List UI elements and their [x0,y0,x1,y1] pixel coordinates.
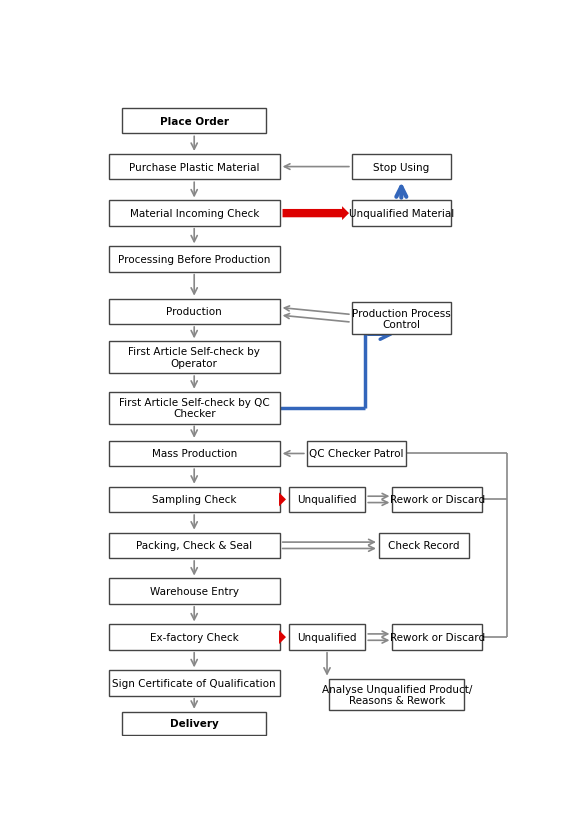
FancyBboxPatch shape [122,712,266,734]
FancyBboxPatch shape [289,487,365,513]
FancyBboxPatch shape [352,303,451,335]
Text: Production: Production [166,307,222,317]
FancyBboxPatch shape [109,342,279,374]
Text: Production Process
Control: Production Process Control [352,308,451,330]
FancyBboxPatch shape [352,201,451,227]
Text: Delivery: Delivery [170,719,218,729]
FancyBboxPatch shape [109,441,279,466]
FancyBboxPatch shape [109,579,279,605]
FancyBboxPatch shape [109,392,279,424]
FancyBboxPatch shape [109,201,279,227]
Text: Processing Before Production: Processing Before Production [118,255,270,265]
Text: Packing, Check & Seal: Packing, Check & Seal [136,541,252,551]
FancyBboxPatch shape [109,247,279,272]
Text: Ex-factory Check: Ex-factory Check [150,633,239,643]
Text: Sampling Check: Sampling Check [152,495,236,504]
Text: First Article Self-check by QC
Checker: First Article Self-check by QC Checker [119,397,270,418]
FancyBboxPatch shape [109,624,279,650]
FancyBboxPatch shape [289,624,365,650]
Text: Warehouse Entry: Warehouse Entry [150,586,239,596]
Text: Material Incoming Check: Material Incoming Check [130,209,259,219]
FancyBboxPatch shape [109,155,279,180]
Text: Unqualified Material: Unqualified Material [349,209,454,219]
Text: Mass Production: Mass Production [152,449,237,459]
Text: Rework or Discard: Rework or Discard [390,495,485,504]
Text: Unqualified: Unqualified [297,633,357,643]
Text: Stop Using: Stop Using [373,162,429,172]
Text: Sign Certificate of Qualification: Sign Certificate of Qualification [112,678,276,688]
Text: Place Order: Place Order [160,117,229,127]
Text: QC Checker Patrol: QC Checker Patrol [309,449,404,459]
Text: Purchase Plastic Material: Purchase Plastic Material [129,162,260,172]
Text: Unqualified: Unqualified [297,495,357,504]
FancyBboxPatch shape [109,487,279,513]
Text: First Article Self-check by
Operator: First Article Self-check by Operator [128,347,260,369]
Text: Rework or Discard: Rework or Discard [390,633,485,643]
FancyBboxPatch shape [109,299,279,325]
FancyBboxPatch shape [392,624,482,650]
FancyBboxPatch shape [392,487,482,513]
Text: Analyse Unqualified Product/
Reasons & Rework: Analyse Unqualified Product/ Reasons & R… [322,684,472,705]
FancyBboxPatch shape [109,533,279,558]
FancyBboxPatch shape [329,679,464,710]
Text: Check Record: Check Record [388,541,460,551]
FancyBboxPatch shape [122,109,266,134]
FancyBboxPatch shape [109,671,279,696]
FancyBboxPatch shape [379,533,469,558]
FancyBboxPatch shape [307,441,406,466]
FancyBboxPatch shape [352,155,451,180]
